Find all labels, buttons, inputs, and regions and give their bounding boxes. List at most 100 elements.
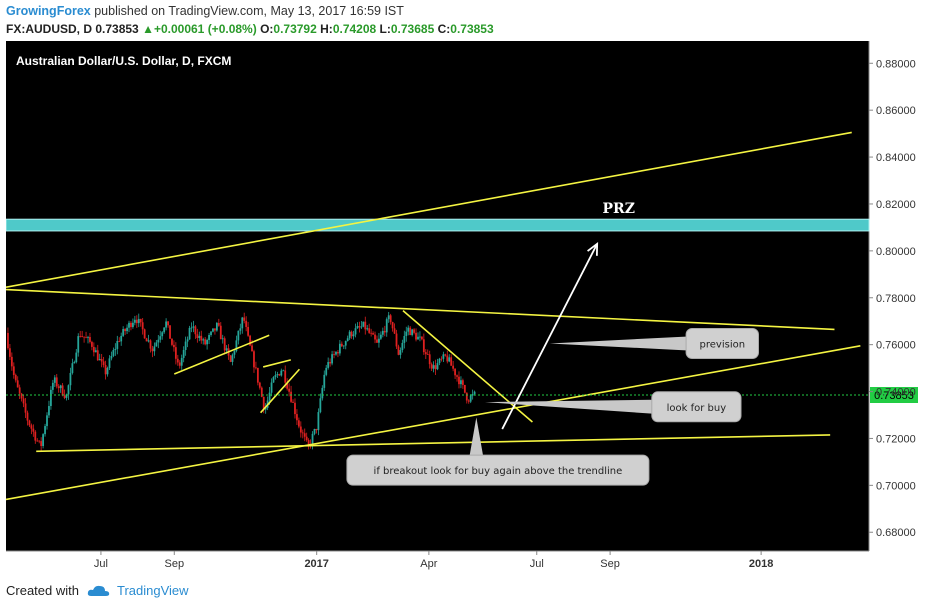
last-price: 0.73853 <box>95 22 139 36</box>
candle-body <box>444 354 447 356</box>
candle-body <box>155 342 158 347</box>
y-tick-label: 0.76000 <box>876 340 916 352</box>
candle-body <box>180 357 183 366</box>
candle-body <box>63 395 66 398</box>
x-tick-label: Apr <box>420 558 437 570</box>
candle-body <box>272 377 275 383</box>
candle-body <box>391 322 394 329</box>
candle-body <box>190 327 193 329</box>
candle-body <box>137 318 140 324</box>
candle-body <box>9 348 11 357</box>
time-axis[interactable] <box>6 551 869 571</box>
candle-body <box>141 322 144 330</box>
candle-body <box>89 337 91 342</box>
candle-body <box>149 340 152 349</box>
y-tick-label: 0.82000 <box>876 199 916 211</box>
candle-body <box>235 340 238 352</box>
candle-body <box>378 338 380 343</box>
candle-body <box>182 349 185 358</box>
candle-body <box>96 350 99 361</box>
candle-body <box>83 336 86 338</box>
candle-body <box>112 350 115 356</box>
candle-body <box>59 385 62 389</box>
candle-body <box>446 355 449 362</box>
forecast-arrow <box>501 243 598 430</box>
candle-body <box>245 320 248 327</box>
candle-body <box>116 340 119 349</box>
candle-body <box>223 338 226 351</box>
candle-body <box>438 358 441 364</box>
candle-body <box>98 359 101 361</box>
y-tick-label: 0.84000 <box>876 152 916 164</box>
candle-body <box>135 319 138 324</box>
candle-body <box>264 407 267 410</box>
tradingview-link[interactable]: TradingView <box>116 583 189 598</box>
price-axis[interactable] <box>869 41 922 571</box>
candle-body <box>212 328 214 332</box>
candle-body <box>139 318 142 323</box>
candle-body <box>432 365 435 369</box>
candle-body <box>467 400 470 402</box>
candle-body <box>420 336 423 340</box>
candle-body <box>198 335 201 339</box>
price-chart[interactable]: PRZ 0.73853 prevision look for buy if brea… <box>6 41 922 571</box>
x-tick-label: Jul <box>94 558 108 570</box>
candle-body <box>178 362 181 366</box>
close-value: 0.73853 <box>450 22 494 36</box>
candle-body <box>282 370 285 372</box>
candle-body <box>186 339 189 342</box>
candle-body <box>173 344 175 348</box>
candle-body <box>167 321 169 326</box>
candle-body <box>22 398 25 404</box>
plot-area[interactable] <box>6 41 869 571</box>
candle-body <box>253 351 255 368</box>
candle-body <box>297 420 300 427</box>
candle-body <box>124 329 127 332</box>
candle-body <box>10 356 13 367</box>
author-name[interactable]: GrowingForex <box>6 4 91 18</box>
candle-body <box>424 352 427 355</box>
x-tick-label: Jul <box>530 558 544 570</box>
callout-box <box>651 391 742 423</box>
x-tick-label: Sep <box>164 558 184 570</box>
created-with-text: Created with <box>6 583 79 598</box>
candle-body <box>194 326 197 335</box>
candle-body <box>159 336 162 340</box>
candle-body <box>202 339 205 341</box>
candle-body <box>247 326 250 336</box>
candle-body <box>184 341 187 350</box>
candle-body <box>174 347 177 359</box>
x-tick-label: Sep <box>600 558 620 570</box>
candle-body <box>36 440 39 442</box>
up-arrow-icon: ▲ <box>142 22 154 36</box>
candle-body <box>385 319 388 333</box>
candle-body <box>239 328 242 331</box>
callout-pointer <box>469 417 484 458</box>
symbol-label: FX:AUDUSD, D <box>6 22 92 36</box>
high-label: H: <box>320 22 333 36</box>
candle-body <box>323 374 326 388</box>
candle-body <box>303 433 306 437</box>
candle-body <box>206 340 209 345</box>
candle-body <box>358 326 361 328</box>
candle-body <box>436 363 439 370</box>
candle-body <box>393 328 396 334</box>
candle-body <box>32 428 35 432</box>
open-value: 0.73792 <box>273 22 317 36</box>
high-value: 0.74208 <box>332 22 377 36</box>
y-tick-label: 0.80000 <box>876 246 916 258</box>
callout-text: look for buy <box>667 403 727 414</box>
tradingview-cloud-icon <box>87 585 110 596</box>
candle-body <box>450 357 453 366</box>
candle-body <box>128 322 130 328</box>
y-tick-label: 0.88000 <box>876 58 916 70</box>
candle-body <box>397 346 400 355</box>
candle-body <box>12 366 15 375</box>
candle-body <box>405 331 408 336</box>
candle-body <box>57 386 60 389</box>
candle-body <box>133 319 136 323</box>
x-tick-label: 2018 <box>749 558 773 570</box>
candle-body <box>417 336 419 340</box>
candle-body <box>28 420 31 426</box>
candle-body <box>280 370 283 376</box>
